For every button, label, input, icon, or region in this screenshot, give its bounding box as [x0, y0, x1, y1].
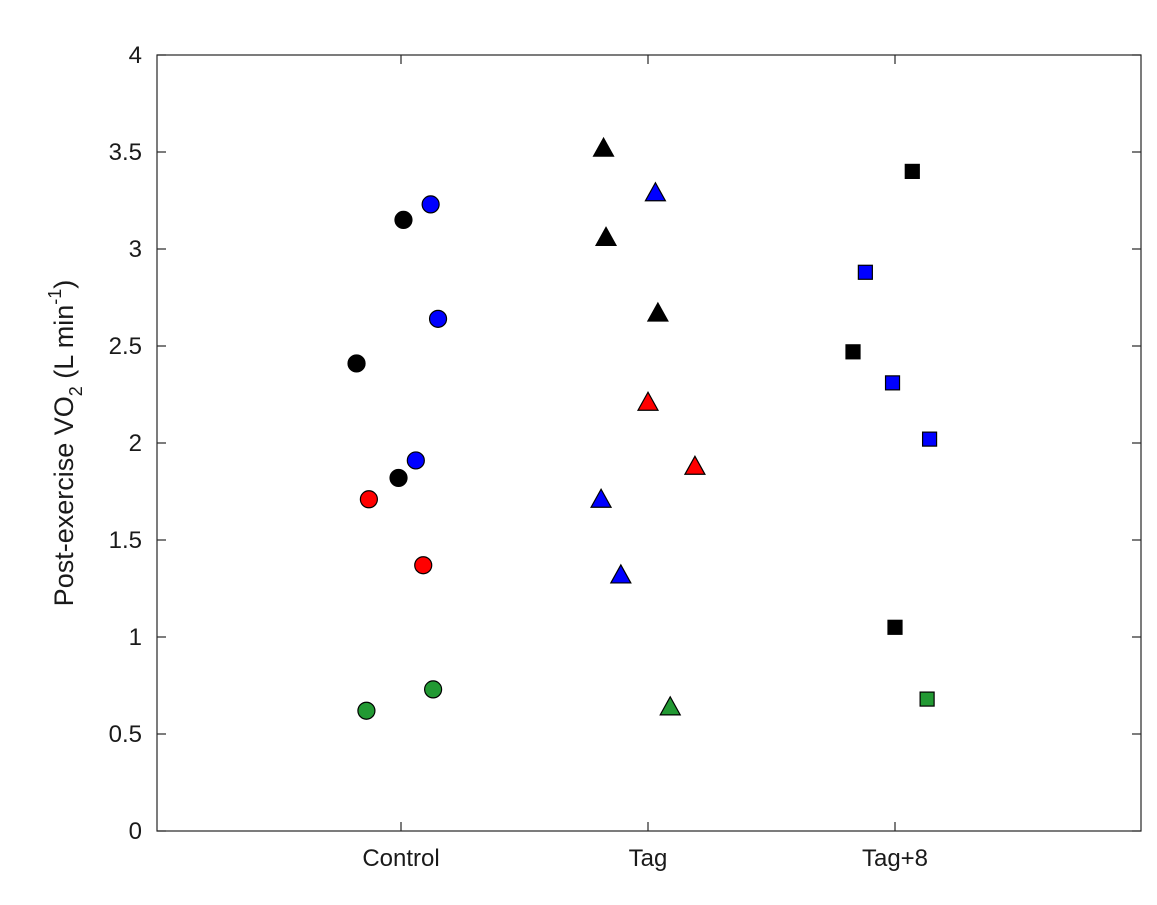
y-axis-ticks: 0 0.5 1 1.5 2 2.5 3 3.5 4	[109, 42, 1141, 845]
y-tick-label: 4	[129, 42, 142, 69]
point-control-green-circle	[424, 680, 443, 699]
point-control-red-circle	[414, 556, 433, 575]
y-axis-title-superscript: -1	[45, 289, 65, 305]
point-tag-8-black-square	[845, 344, 861, 360]
point-tag-blue-triangle	[590, 488, 613, 508]
y-tick-label: 1	[129, 624, 142, 651]
y-axis-title-prefix: Post-exercise VO	[49, 396, 79, 606]
point-tag-red-triangle	[636, 391, 660, 411]
x-tick-label: Control	[362, 845, 439, 872]
plot-frame	[156, 54, 1142, 832]
point-tag-black-triangle	[594, 226, 618, 246]
point-tag-green-triangle	[659, 695, 682, 716]
point-control-black-circle	[347, 354, 366, 373]
y-tick-label: 2.5	[109, 333, 142, 360]
y-tick-label: 2	[129, 430, 142, 457]
y-axis-title-unit-open: (L min	[49, 305, 79, 387]
point-control-blue-circle	[406, 451, 425, 470]
y-tick-label: 3	[129, 236, 142, 263]
point-tag-8-blue-square	[857, 264, 873, 280]
data-points	[347, 136, 938, 720]
point-tag-8-blue-square	[884, 375, 901, 391]
y-axis-title: Post-exercise VO2 (L min-1)	[45, 280, 86, 607]
y-tick-label: 0.5	[109, 721, 142, 748]
y-tick-label: 3.5	[109, 139, 142, 166]
y-axis-title-subscript: 2	[66, 386, 86, 396]
y-axis-title-unit-close: )	[49, 280, 79, 289]
y-tick-label: 0	[129, 818, 142, 845]
point-tag-blue-triangle	[609, 563, 632, 584]
point-control-blue-circle	[421, 195, 440, 214]
y-tick-label: 1.5	[109, 527, 142, 554]
point-control-black-circle	[389, 468, 408, 488]
plot-axes	[156, 54, 1142, 832]
point-tag-8-green-square	[919, 691, 935, 707]
point-tag-blue-triangle	[644, 181, 667, 202]
point-tag-8-black-square	[887, 619, 903, 635]
point-control-green-circle	[357, 701, 376, 720]
point-tag-black-triangle	[592, 136, 615, 157]
point-tag-8-blue-square	[921, 431, 938, 447]
point-tag-black-triangle	[646, 301, 669, 322]
point-control-red-circle	[359, 490, 378, 509]
point-control-black-circle	[394, 210, 413, 229]
point-tag-red-triangle	[683, 455, 706, 475]
point-control-blue-circle	[428, 309, 448, 328]
point-tag-8-black-square	[904, 163, 920, 179]
x-tick-label: Tag	[629, 845, 668, 872]
x-axis-ticks: Control Tag Tag+8	[362, 55, 928, 872]
x-tick-label: Tag+8	[862, 845, 928, 872]
